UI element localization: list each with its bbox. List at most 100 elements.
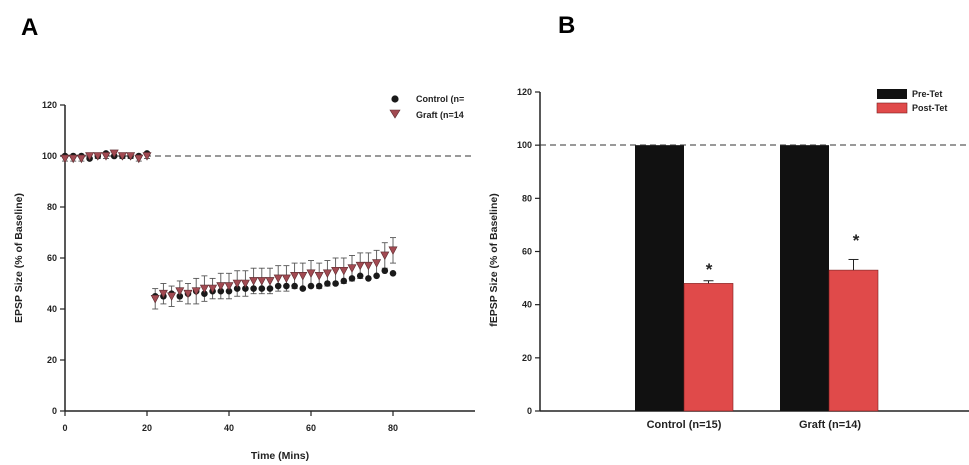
panel-a-letter: A [21,14,38,41]
control-point [176,292,184,300]
graft-point [101,152,111,161]
control-point [299,285,307,292]
control-point [340,277,348,285]
control-point [356,272,364,280]
graft-point [224,282,234,291]
graft-point [314,272,324,281]
post-tet-bar [683,283,734,412]
a-y-tick-label: 40 [47,304,57,314]
graft-point [150,295,160,304]
b-y-tick-label: 60 [522,247,532,257]
a-y-axis-label: EPSP Size (% of Baseline) [13,193,25,323]
graft-point [68,154,78,164]
graft-point [257,277,267,286]
control-point [324,280,331,287]
graft-point [109,149,119,159]
b-legend: Pre-Tet Post-Tet [876,89,947,114]
a-y-tick-label: 100 [42,151,57,161]
graft-point [175,287,185,296]
b-significance-control: * [706,260,713,279]
control-point [283,282,290,290]
control-point [225,287,233,295]
graft-point [126,152,136,161]
graft-point [322,269,332,278]
graft-point [134,154,144,164]
control-point [365,275,372,282]
a-legend-graft-label: Graft (n=14 [416,110,464,120]
graft-point [85,152,95,161]
graft-point [60,154,70,164]
graft-point [240,279,250,289]
a-x-axis-label: Time (Mins) [251,450,309,462]
graft-point [298,272,308,281]
a-series-layer [60,149,398,310]
b-y-axis-label: fEPSP Size (% of Baseline) [488,193,500,326]
graft-point [167,292,177,301]
graft-point [372,259,382,268]
graft-point [232,279,242,289]
a-legend-control-marker [391,95,399,103]
control-point [258,285,266,292]
graft-point [339,266,349,276]
b-legend-pre-tet-swatch [877,89,907,99]
b-significance-graft: * [853,231,860,250]
control-point [381,267,389,275]
control-point [250,285,257,292]
a-x-ticks: 0 20 40 60 80 [62,411,398,433]
graft-point [273,274,283,284]
graft-point [331,266,341,276]
graft-point [191,287,201,296]
graft-point [216,282,226,291]
graft-point [183,289,193,299]
graft-point [76,154,86,164]
a-y-tick-label: 60 [47,253,57,263]
b-category-label-graft: Graft (n=14) [799,419,861,431]
control-point [266,285,274,292]
control-point [373,272,380,280]
a-y-tick-label: 120 [42,100,57,110]
control-point [307,282,315,290]
control-point [389,270,397,277]
graft-point [281,274,291,284]
panel-a-line-chart: 0 20 40 60 80 100 120 0 20 40 60 80 Time (Mins) EP… [13,94,475,462]
a-x-tick-label: 0 [62,423,67,433]
control-point [274,282,282,290]
a-x-tick-label: 80 [388,423,398,433]
b-legend-post-tet-label: Post-Tet [912,103,947,113]
a-x-tick-label: 20 [142,423,152,433]
graft-point [363,261,373,271]
b-category-label-control: Control (n=15) [647,419,722,431]
a-x-tick-label: 60 [306,423,316,433]
graft-point [158,289,168,299]
b-y-tick-label: 20 [522,353,532,363]
graft-point [388,246,398,255]
graft-point [347,264,357,273]
control-point [291,282,298,290]
b-y-tick-label: 100 [517,140,532,150]
b-y-tick-label: 0 [527,406,532,416]
graft-point [199,284,209,294]
a-legend-graft-marker [389,109,401,119]
graft-point [355,261,365,271]
control-point [332,280,339,287]
graft-point [208,284,218,294]
a-y-ticks: 0 20 40 60 80 100 120 [42,100,65,416]
b-legend-post-tet-swatch [876,102,908,114]
a-y-tick-label: 80 [47,202,57,212]
graft-point [265,277,275,286]
control-point [348,275,356,282]
a-x-tick-label: 40 [224,423,234,433]
a-y-tick-label: 20 [47,355,57,365]
graft-point [249,277,259,286]
pre-tet-bar [780,145,829,411]
control-point [217,287,225,295]
b-y-tick-label: 40 [522,300,532,310]
control-point [201,290,208,298]
graft-point [306,269,316,278]
control-point [315,282,323,290]
graft-point [290,272,300,281]
b-y-tick-label: 80 [522,193,532,203]
graft-point [93,152,103,161]
a-y-tick-label: 0 [52,406,57,416]
